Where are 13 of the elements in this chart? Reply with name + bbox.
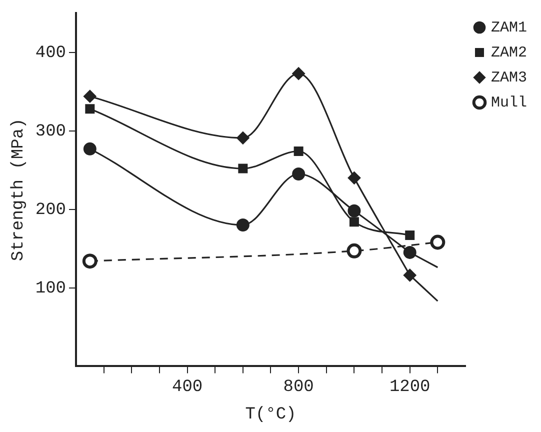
legend-label: ZAM2 [490, 44, 528, 62]
legend-label: ZAM1 [490, 19, 528, 36]
y-tick-label: 300 [35, 122, 66, 142]
y-tick-label: 400 [35, 44, 66, 63]
legend-label: ZAM3 [490, 69, 528, 86]
legend-label: Mull [490, 94, 528, 112]
x-tick-label: 800 [283, 378, 314, 397]
y-tick-label: 200 [35, 200, 66, 220]
y-axis-title: Strength (MPa) [10, 118, 29, 262]
x-tick-label: 1200 [389, 378, 430, 397]
x-axis-title: T(°C) [245, 405, 296, 424]
x-tick-label: 400 [172, 378, 203, 397]
y-tick-label: 100 [35, 279, 66, 298]
